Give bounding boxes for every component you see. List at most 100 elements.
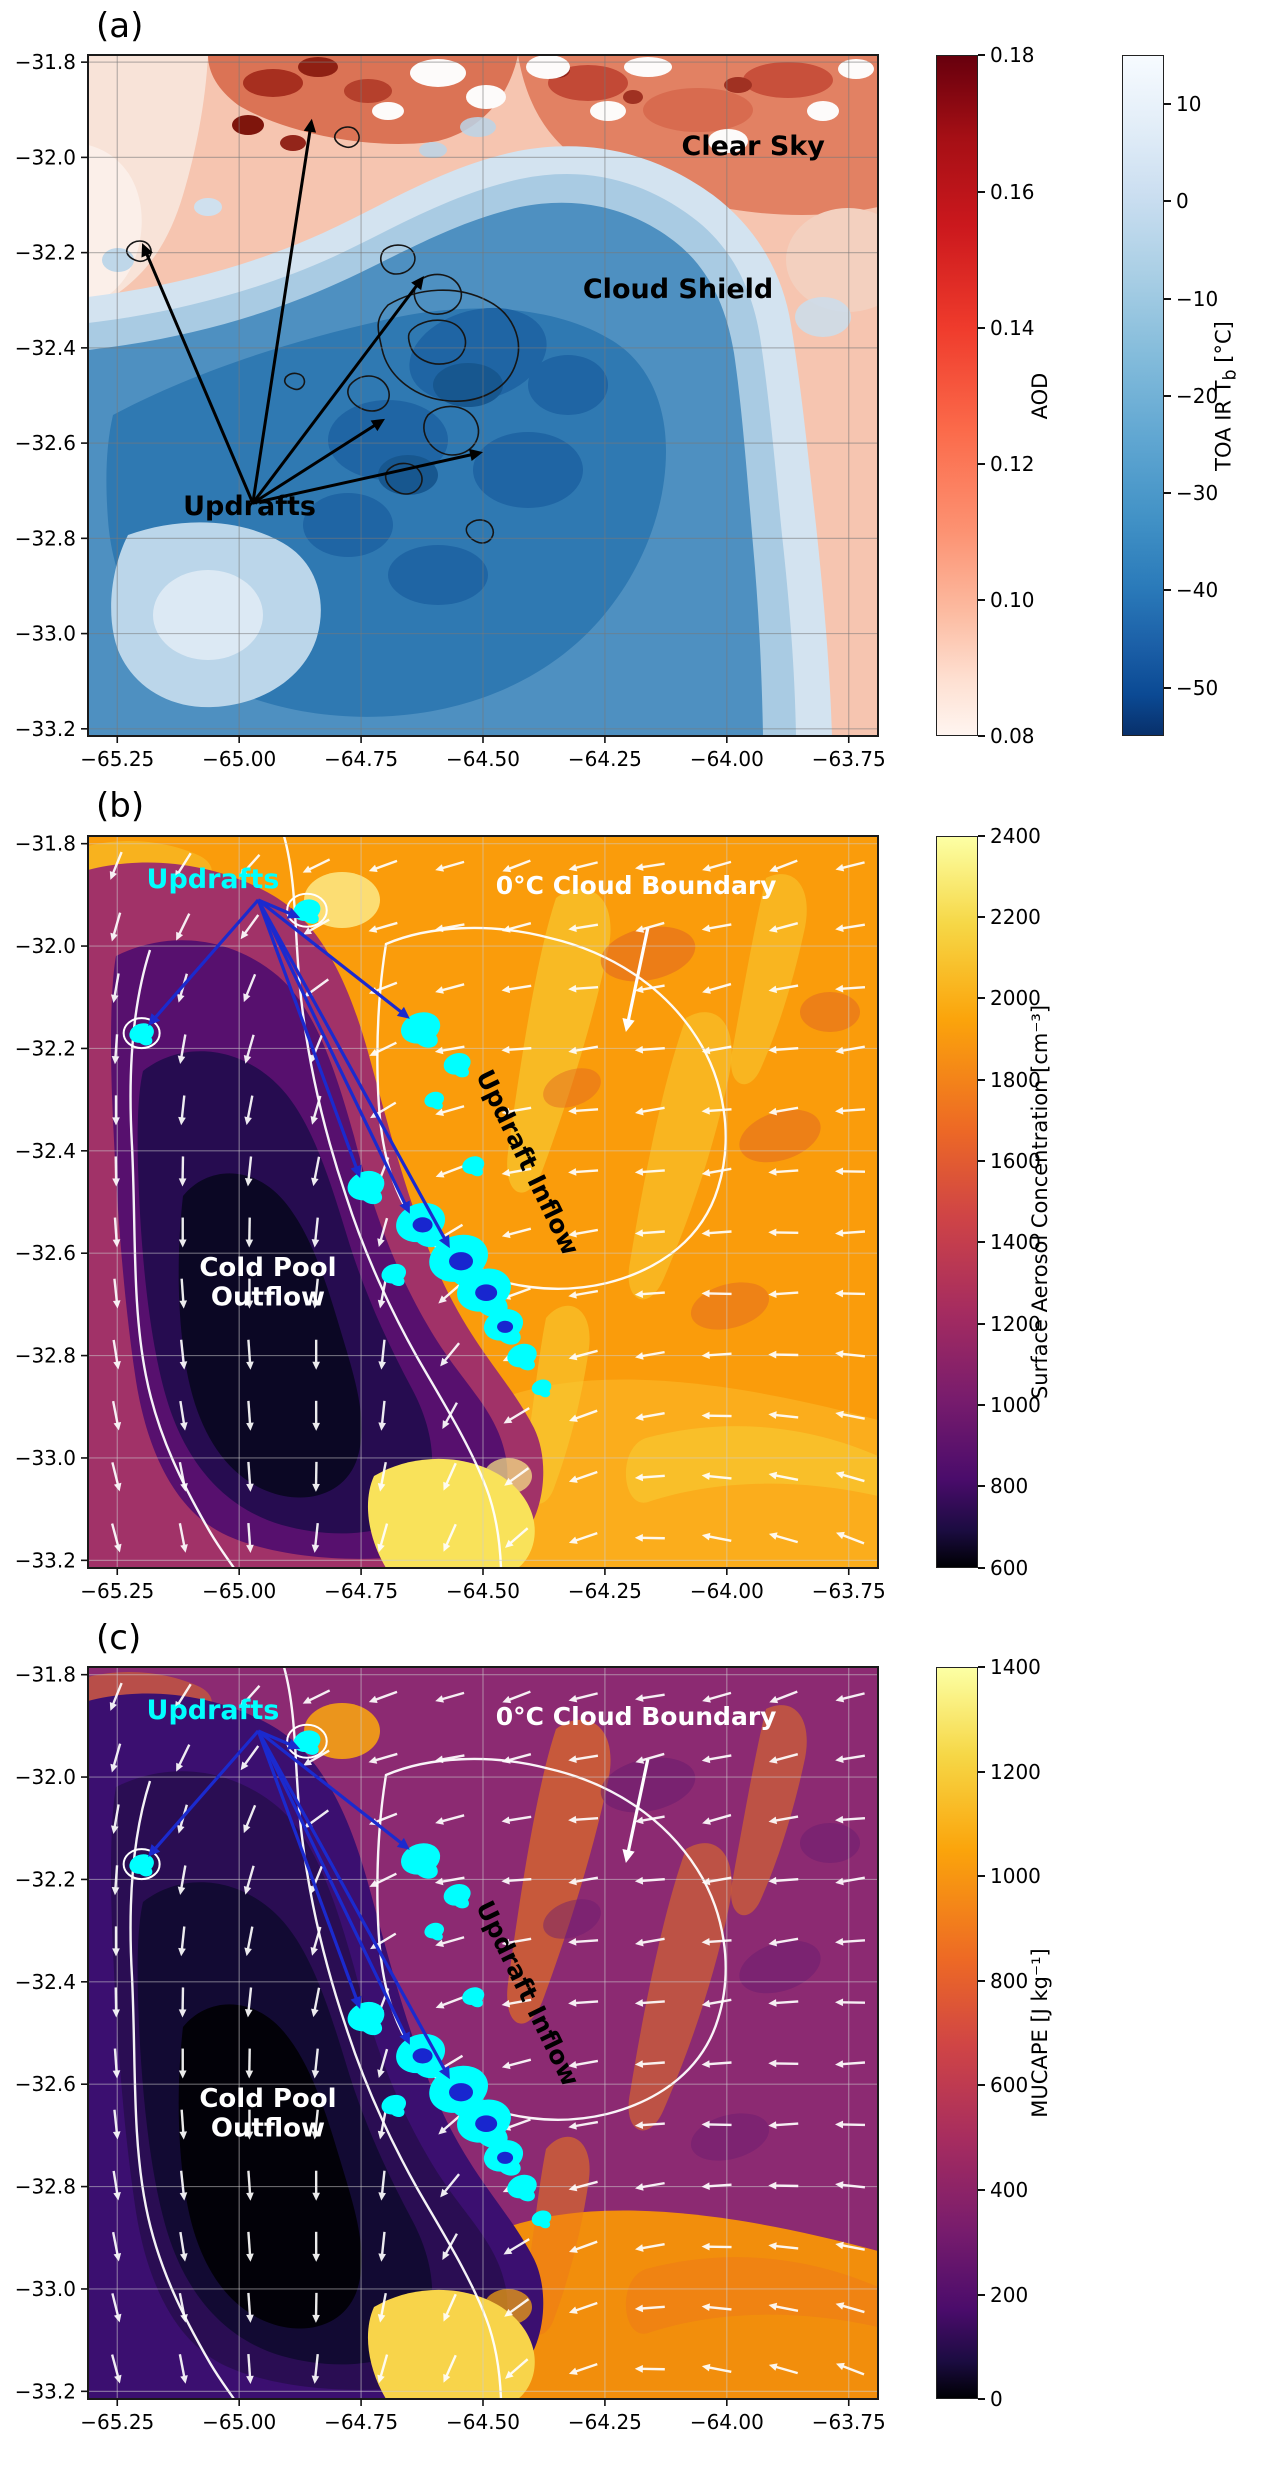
wind-vector <box>568 1409 598 1422</box>
wind-arrow-icon-head <box>504 1477 513 1486</box>
wind-arrow-icon-head <box>768 1411 777 1419</box>
wind-arrow-icon <box>374 1101 397 1116</box>
wind-arrow-icon <box>707 2183 732 2188</box>
wind-arrow-icon-head <box>246 1422 254 1431</box>
annotation-arrow-head <box>396 1006 410 1019</box>
wind-arrow-icon-head <box>568 863 578 872</box>
wind-arrow-icon <box>110 2354 120 2378</box>
wind-arrow-icon <box>507 1878 532 1883</box>
wind-arrow-icon <box>313 1156 321 1180</box>
wind-arrow-icon <box>113 2109 119 2134</box>
colorbar-title-part: [°C] <box>1211 321 1236 370</box>
wind-arrow-icon-head <box>568 1106 577 1115</box>
wind-arrow-icon <box>574 985 599 990</box>
wind-vector <box>501 1106 532 1116</box>
wind-arrow-icon-head <box>113 2192 121 2201</box>
wind-arrow-icon-head <box>768 1045 777 1054</box>
y-tick-label: −33.2 <box>15 2380 76 2404</box>
wind-arrow-icon-head <box>701 1472 710 1480</box>
wind-arrow-icon-head <box>244 1177 253 1187</box>
wind-arrow-icon <box>574 1289 599 1297</box>
wind-arrow-icon <box>841 1352 866 1358</box>
updraft-object <box>347 1170 385 1204</box>
wind-arrow-icon-head <box>768 2059 777 2068</box>
wind-arrow-icon-head <box>112 1117 120 1126</box>
wind-arrow-icon-head <box>111 994 119 1003</box>
wind-arrow-icon-head <box>568 1352 578 1361</box>
colorbar-tick: 1400 <box>978 1230 1041 1254</box>
wind-arrow-icon-head <box>634 2304 644 2313</box>
wind-arrow-icon-head <box>505 1539 514 1548</box>
annotation-arrow <box>251 283 419 505</box>
wind-arrow-icon <box>508 1406 530 1422</box>
annotation-arrow <box>256 899 359 1170</box>
wind-vector <box>768 1471 799 1481</box>
wind-arrow-icon-head <box>434 924 444 932</box>
wind-arrow-icon <box>440 1045 465 1052</box>
colorbar-title: Surface Aerosol Concentration [cm⁻³] <box>1028 1005 1052 1399</box>
wind-vector <box>701 1998 732 2008</box>
updraft-patch <box>137 1033 153 1046</box>
wind-vector <box>568 1531 598 1544</box>
colorbar-tick-mark <box>978 735 985 738</box>
wind-vector <box>244 1926 254 1957</box>
wind-vector <box>568 1876 599 1886</box>
wind-arrow-icon-head <box>568 1755 577 1764</box>
wind-arrow-icon-head <box>179 2131 188 2140</box>
colorbar-tick-label: −40 <box>1176 578 1219 603</box>
wind-vector <box>178 1926 186 1957</box>
wind-arrow-icon <box>507 2118 531 2129</box>
colorbar-tick: 1200 <box>978 1312 1041 1336</box>
wind-arrow-icon <box>443 2173 461 2194</box>
wind-arrow-icon-head <box>502 1696 512 1704</box>
wind-vector <box>502 1690 531 1704</box>
panel-a-label: (a) <box>96 6 144 46</box>
wind-arrow-icon-head <box>112 1239 121 1248</box>
wind-vector <box>246 2170 254 2201</box>
wind-arrow-icon <box>114 1034 119 1058</box>
annotation-arrow <box>626 1758 650 1854</box>
wind-arrow-icon-head <box>768 985 778 993</box>
wind-arrow-icon-head <box>246 2253 254 2262</box>
wind-arrow-icon <box>641 1046 665 1051</box>
wind-arrow-icon-head <box>312 2192 321 2201</box>
wind-vector <box>502 859 531 872</box>
wind-arrow-icon-head <box>501 1938 511 1947</box>
wind-vector <box>246 1461 254 1492</box>
wind-vector <box>178 2048 187 2079</box>
wind-arrow-icon <box>574 1692 598 1701</box>
wind-arrow-icon <box>113 1804 120 1829</box>
wind-vector <box>501 1877 532 1885</box>
wind-arrow-icon <box>111 851 123 875</box>
wind-vector <box>768 2059 799 2068</box>
wind-arrow-icon <box>707 1107 732 1112</box>
annotation-text: Cloud Shield <box>583 274 773 305</box>
updraft-patch <box>538 2219 551 2229</box>
wind-vector <box>504 2298 530 2317</box>
wind-vector <box>442 2233 458 2261</box>
wind-arrow-icon <box>245 1865 255 1890</box>
wind-vector <box>505 1527 529 1548</box>
colorbar-tick: 800 <box>978 1474 1028 1498</box>
wind-arrow-icon <box>247 2231 252 2256</box>
wind-arrow-icon <box>841 1817 866 1822</box>
wind-arrow-icon-head <box>835 2363 845 2371</box>
colorbar-tick: 1600 <box>978 1149 1041 1173</box>
field-a <box>88 55 878 737</box>
wind-arrow-icon-head <box>246 2314 254 2324</box>
wind-arrow-icon <box>112 912 122 936</box>
wind-vector <box>438 1282 462 1304</box>
wind-vector <box>701 1754 732 1764</box>
updraft-patch <box>431 1100 443 1110</box>
wind-arrow-icon <box>774 2365 799 2375</box>
wind-arrow-icon-head <box>114 2374 122 2384</box>
wind-vector <box>634 1473 665 1482</box>
wind-vector <box>369 1041 397 1056</box>
y-tick-label: −33.0 <box>15 622 76 646</box>
wind-arrow-icon <box>177 1744 191 1767</box>
colorbar-gradient <box>936 55 978 737</box>
wind-vector <box>112 1278 121 1309</box>
wind-arrow-icon <box>841 1754 866 1761</box>
wind-arrow-icon-head <box>835 1228 844 1237</box>
wind-vector <box>112 1926 120 1957</box>
